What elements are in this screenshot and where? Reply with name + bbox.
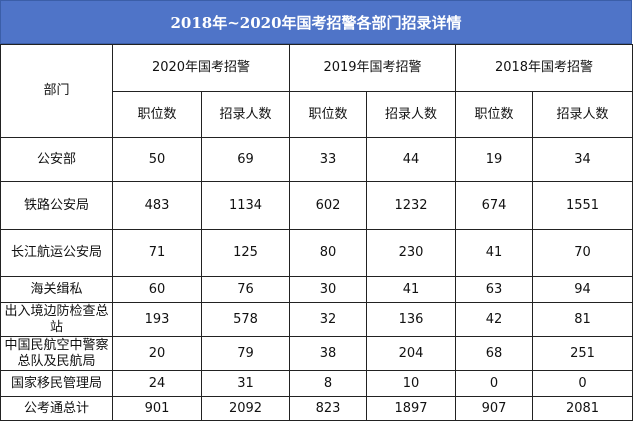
value-cell: 50	[112, 137, 202, 182]
dept-cell: 公安部	[0, 137, 113, 182]
value-cell: 823	[289, 396, 367, 421]
value-cell: 0	[532, 370, 633, 397]
dept-cell: 中国民航空中警察总队及民航局	[0, 336, 113, 371]
recruitment-table: 部门 2020年国考招警 2019年国考招警 2018年国考招警 职位数 招录人…	[0, 44, 633, 421]
table-row: 国家移民管理局 24 31 8 10 0 0	[0, 370, 633, 397]
value-cell: 1551	[532, 181, 633, 230]
value-cell: 41	[366, 276, 456, 303]
value-cell: 602	[289, 181, 367, 230]
value-cell: 80	[289, 229, 367, 277]
value-cell: 204	[366, 336, 456, 371]
value-cell: 125	[201, 229, 290, 277]
value-cell: 70	[532, 229, 633, 277]
year-header-2018: 2018年国考招警	[455, 44, 633, 92]
table-row: 铁路公安局 483 1134 602 1232 674 1551	[0, 181, 633, 230]
positions-header: 职位数	[289, 91, 367, 138]
value-cell: 2081	[532, 396, 633, 421]
dept-header: 部门	[0, 44, 113, 138]
value-cell: 483	[112, 181, 202, 230]
value-cell: 1897	[366, 396, 456, 421]
year-header-2020: 2020年国考招警	[112, 44, 290, 92]
value-cell: 1232	[366, 181, 456, 230]
value-cell: 81	[532, 302, 633, 337]
positions-header: 职位数	[112, 91, 202, 138]
value-cell: 136	[366, 302, 456, 337]
value-cell: 674	[455, 181, 533, 230]
value-cell: 901	[112, 396, 202, 421]
value-cell: 907	[455, 396, 533, 421]
value-cell: 8	[289, 370, 367, 397]
table-row: 长江航运公安局 71 125 80 230 41 70	[0, 229, 633, 277]
value-cell: 32	[289, 302, 367, 337]
value-cell: 38	[289, 336, 367, 371]
dept-cell: 国家移民管理局	[0, 370, 113, 397]
positions-header: 职位数	[455, 91, 533, 138]
recruits-header: 招录人数	[201, 91, 290, 138]
recruits-header: 招录人数	[366, 91, 456, 138]
value-cell: 79	[201, 336, 290, 371]
value-cell: 41	[455, 229, 533, 277]
value-cell: 24	[112, 370, 202, 397]
table-row: 海关缉私 60 76 30 41 63 94	[0, 276, 633, 303]
dept-cell: 出入境边防检查总站	[0, 302, 113, 337]
value-cell: 251	[532, 336, 633, 371]
dept-cell: 公考通总计	[0, 396, 113, 421]
value-cell: 230	[366, 229, 456, 277]
table-title: 2018年~2020年国考招警各部门招录详情	[0, 0, 632, 44]
table-row: 出入境边防检查总站 193 578 32 136 42 81	[0, 302, 633, 337]
value-cell: 578	[201, 302, 290, 337]
value-cell: 19	[455, 137, 533, 182]
dept-cell: 铁路公安局	[0, 181, 113, 230]
year-header-2019: 2019年国考招警	[289, 44, 456, 92]
value-cell: 69	[201, 137, 290, 182]
value-cell: 193	[112, 302, 202, 337]
value-cell: 71	[112, 229, 202, 277]
value-cell: 63	[455, 276, 533, 303]
value-cell: 20	[112, 336, 202, 371]
value-cell: 60	[112, 276, 202, 303]
value-cell: 68	[455, 336, 533, 371]
table-row-total: 公考通总计 901 2092 823 1897 907 2081	[0, 396, 633, 421]
dept-cell: 长江航运公安局	[0, 229, 113, 277]
value-cell: 1134	[201, 181, 290, 230]
value-cell: 42	[455, 302, 533, 337]
value-cell: 30	[289, 276, 367, 303]
value-cell: 0	[455, 370, 533, 397]
table-row: 中国民航空中警察总队及民航局 20 79 38 204 68 251	[0, 336, 633, 371]
value-cell: 44	[366, 137, 456, 182]
value-cell: 94	[532, 276, 633, 303]
value-cell: 2092	[201, 396, 290, 421]
value-cell: 76	[201, 276, 290, 303]
value-cell: 33	[289, 137, 367, 182]
table-row: 公安部 50 69 33 44 19 34	[0, 137, 633, 182]
value-cell: 34	[532, 137, 633, 182]
value-cell: 10	[366, 370, 456, 397]
dept-cell: 海关缉私	[0, 276, 113, 303]
value-cell: 31	[201, 370, 290, 397]
recruits-header: 招录人数	[532, 91, 633, 138]
